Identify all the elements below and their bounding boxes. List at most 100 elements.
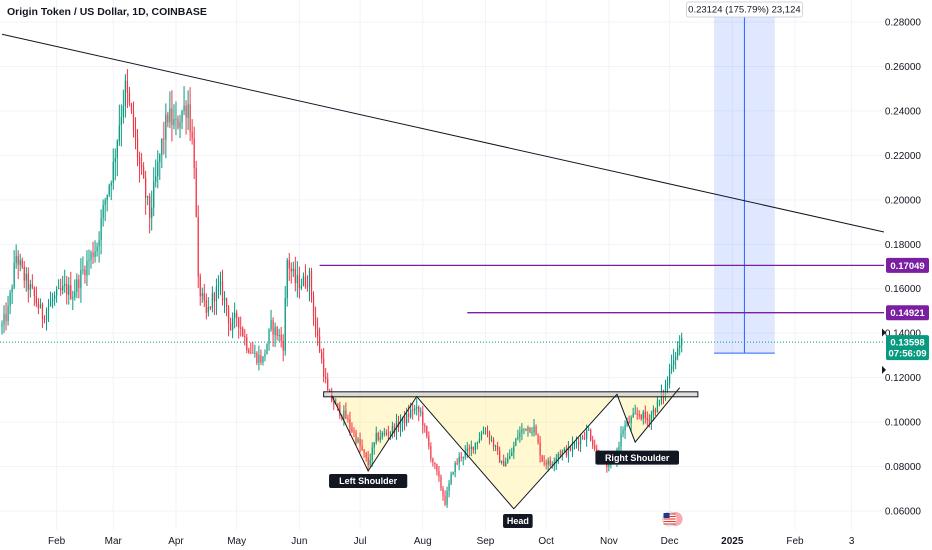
candle [5,302,7,331]
candle [509,449,511,460]
candle [654,407,657,416]
time-axis-panel[interactable] [0,530,884,550]
candle [480,430,483,441]
candle [577,437,580,451]
candle [387,425,390,441]
candle [626,417,628,428]
candle [225,297,228,317]
candle [677,341,679,361]
candle [405,407,408,427]
candle [53,291,56,306]
candle [270,309,272,332]
candle [594,439,596,452]
candle [304,264,307,289]
candle [177,115,179,130]
candle [149,193,151,234]
candle [363,449,365,458]
x-tick-label: Feb [48,536,66,547]
candle [82,256,84,275]
candle [371,442,373,467]
candle [462,456,464,466]
candle [636,407,638,420]
candle [517,429,519,441]
candle [567,441,570,463]
candle [531,427,533,437]
candle [422,405,424,434]
candle [213,291,216,315]
candle [175,101,177,136]
y-tick-label: 0.10000 [885,418,922,429]
candle [242,326,244,338]
candle [191,119,193,145]
candle [169,91,171,129]
candle [381,431,383,440]
candle [646,411,648,427]
candle [7,296,9,326]
candle [3,305,5,334]
candle [132,101,135,138]
candle [438,465,440,482]
pattern-label-text: Left Shoulder [339,476,397,486]
candle [533,419,535,437]
pattern-outline[interactable] [331,387,681,510]
candle [138,151,141,183]
candle [145,170,147,215]
candle [377,431,379,442]
axis-labels: 0.28000 0.26000 0.24000 0.22000 0.20000 0.180… [48,18,921,548]
level-badge-box [886,257,929,273]
candle [47,299,50,323]
candle [345,402,347,420]
x-tick-label: Dec [661,536,679,547]
neckline[interactable] [323,391,699,398]
countdown-text: 07:56:09 [888,349,926,360]
candle [274,322,276,348]
candle [492,437,495,452]
x-tick-label: May [227,536,246,547]
candle [236,309,238,327]
candle [511,447,513,457]
candle [217,275,220,299]
candle [373,441,375,455]
candle [539,435,541,463]
candle [290,262,292,284]
candle [104,197,106,222]
candle [147,195,149,206]
candle [43,315,46,324]
candle [39,298,42,309]
candle [76,273,78,299]
candle [412,402,414,420]
us-flag-icon[interactable] [662,511,683,527]
candle [248,347,250,354]
candle [486,425,489,438]
candle [557,451,559,464]
pattern-layer [331,387,680,509]
candle [167,111,169,128]
candle [21,257,23,270]
candle [231,312,234,339]
candle [503,454,505,467]
candle [414,404,416,415]
candle [474,442,476,455]
candle [496,441,499,455]
candle [292,261,294,278]
candle [240,316,242,337]
candle [215,278,218,315]
candle [537,433,539,445]
candle [62,275,64,295]
candle [96,242,98,257]
trendline[interactable] [1,33,885,233]
y-tick-label: 0.12000 [885,373,922,384]
candle [442,485,444,501]
candle [521,423,523,441]
x-tick-label: Mar [105,536,123,547]
candle [339,401,341,420]
candle [583,431,586,440]
candle [571,436,574,458]
candle [276,325,278,341]
candle [15,244,17,269]
candle [250,342,252,354]
candle [563,447,566,453]
candle [484,427,487,435]
